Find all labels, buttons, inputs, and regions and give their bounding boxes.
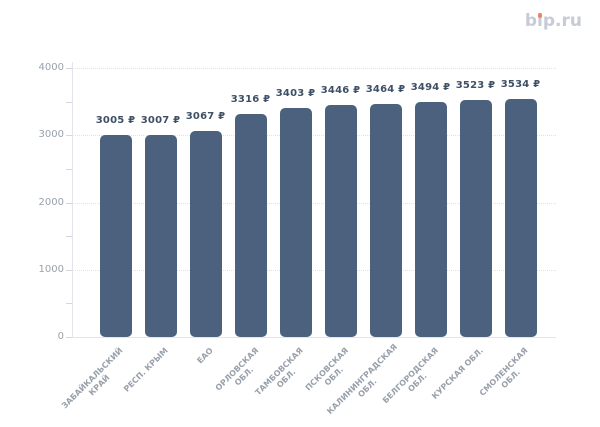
bar[interactable]	[459, 100, 492, 337]
y-axis-label: 4000	[38, 62, 64, 73]
bar[interactable]	[99, 134, 132, 337]
axis-tick	[66, 135, 72, 137]
bar[interactable]	[279, 108, 312, 337]
x-axis-label: РЕСП. КРЫМ	[122, 346, 170, 394]
axis-tick	[66, 168, 72, 170]
axis-tick	[66, 101, 72, 103]
axis-tick	[66, 269, 72, 271]
bar[interactable]	[414, 102, 447, 337]
gridline	[72, 202, 556, 204]
x-axis-label: ЗАБАЙКАЛЬСКИЙ КРАЙ	[60, 346, 125, 411]
bar[interactable]	[504, 99, 537, 337]
bar-value-label: 3403 ₽	[275, 88, 316, 100]
bar[interactable]	[234, 113, 267, 337]
bar[interactable]	[324, 105, 357, 337]
x-axis-line	[72, 337, 556, 338]
bar-value-label: 3316 ₽	[230, 93, 271, 105]
bar[interactable]	[189, 130, 222, 337]
y-axis-label: 2000	[38, 196, 64, 208]
axis-tick	[66, 303, 72, 305]
bar-value-label: 3067 ₽	[185, 110, 226, 122]
bar-value-label: 3523 ₽	[455, 80, 496, 92]
axis-tick	[66, 202, 72, 204]
bar[interactable]	[369, 104, 402, 337]
y-axis-line	[72, 62, 73, 338]
axis-tick	[66, 68, 72, 69]
bar-value-label: 3446 ₽	[320, 85, 361, 97]
site-logo[interactable]: bip.ru	[525, 11, 582, 31]
x-axis-label: ЕАО	[195, 346, 215, 366]
y-axis-label: 0	[57, 331, 64, 342]
bar-value-label: 3464 ₽	[365, 84, 406, 96]
x-axis-label: СМОЛЕНСКАЯ ОБЛ.	[478, 346, 530, 398]
axis-tick	[66, 337, 72, 338]
gridline	[72, 68, 556, 69]
bar-value-label: 3007 ₽	[140, 114, 181, 126]
y-axis-label: 3000	[38, 129, 64, 141]
gridline	[72, 269, 556, 271]
bar-value-label: 3494 ₽	[410, 82, 451, 94]
bar-value-label: 3005 ₽	[95, 114, 136, 126]
axis-tick	[66, 236, 72, 238]
gridline	[72, 135, 556, 137]
y-axis-label: 1000	[38, 263, 64, 275]
bar-value-label: 3534 ₽	[500, 79, 541, 91]
bar[interactable]	[144, 134, 177, 337]
logo-i-dot	[537, 13, 543, 18]
